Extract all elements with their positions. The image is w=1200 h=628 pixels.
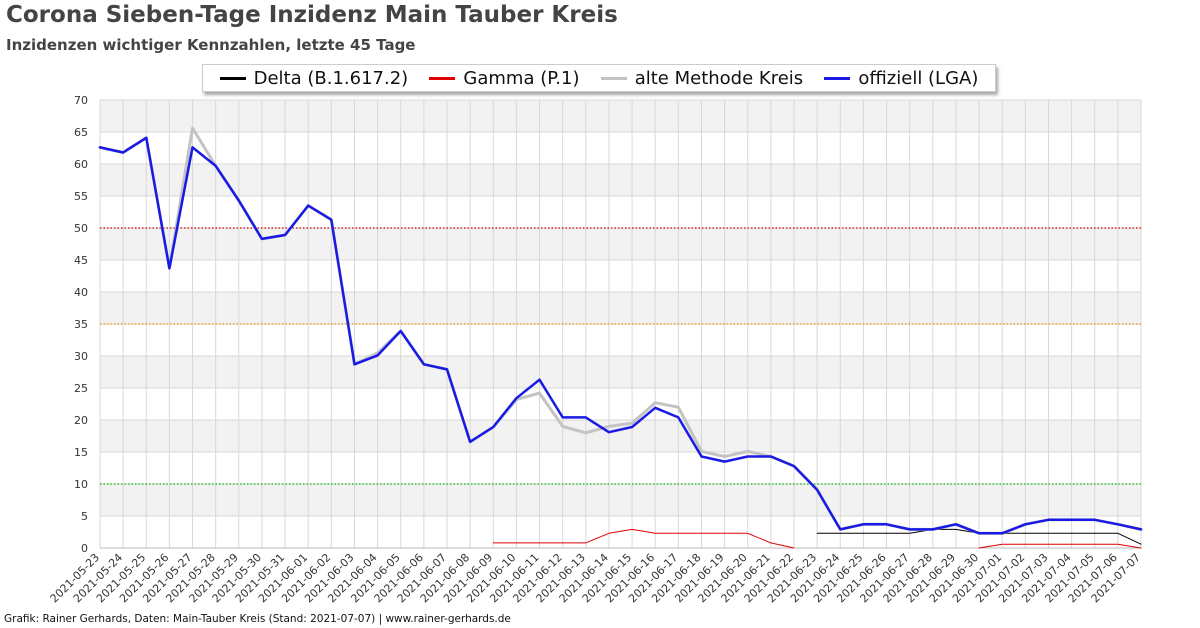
y-tick-label: 0 (81, 542, 88, 555)
legend-label: Delta (B.1.617.2) (253, 67, 409, 89)
y-tick-label: 25 (74, 382, 88, 395)
grid-band (100, 484, 1141, 516)
y-tick-label: 30 (74, 350, 88, 363)
y-tick-label: 15 (74, 446, 88, 459)
y-tick-label: 65 (74, 126, 88, 139)
legend-item: offiziell (LGA) (824, 68, 978, 89)
grid-band (100, 292, 1141, 324)
legend-swatch (219, 76, 246, 80)
chart-title: Corona Sieben-Tage Inzidenz Main Tauber … (6, 2, 618, 28)
legend-item: Gamma (P.1) (429, 68, 579, 89)
y-tick-label: 50 (74, 222, 88, 235)
y-tick-label: 45 (74, 254, 88, 267)
grid-band (100, 100, 1141, 132)
grid-band (100, 164, 1141, 196)
series-lines (98, 126, 1143, 549)
legend-label: offiziell (LGA) (858, 67, 979, 89)
x-axis: 2021-05-232021-05-242021-05-252021-05-26… (48, 551, 1143, 605)
legend-swatch (429, 76, 456, 80)
y-tick-label: 70 (74, 94, 88, 107)
y-tick-label: 40 (74, 286, 88, 299)
y-tick-label: 10 (74, 478, 88, 491)
y-tick-label: 20 (74, 414, 88, 427)
y-tick-label: 5 (81, 510, 88, 523)
legend-label: Gamma (P.1) (463, 67, 580, 89)
y-tick-label: 35 (74, 318, 88, 331)
legend-item: alte Methode Kreis (600, 67, 804, 89)
plot-grid (99, 99, 1142, 549)
series-line-gamma-p-1 (978, 543, 1142, 549)
y-tick-label: 55 (74, 190, 88, 203)
chart-subtitle: Inzidenzen wichtiger Kennzahlen, letzte … (6, 36, 416, 54)
legend-swatch (600, 76, 627, 80)
grid-band (100, 356, 1141, 388)
plot-bands (100, 100, 1141, 516)
chart-legend: Delta (B.1.617.2) Gamma (P.1) alte Methode… (202, 64, 996, 92)
footer-credit: Grafik: Rainer Gerhards, Daten: Main-Tau… (4, 613, 511, 625)
series-line-gamma-p-1 (492, 528, 795, 549)
legend-swatch (824, 76, 851, 80)
y-axis: 0 5 10 15 20 25 30 35 40 45 50 55 60 65 70 (74, 94, 88, 555)
y-tick-label: 60 (74, 158, 88, 171)
legend-item: Delta (B.1.617.2) (219, 67, 409, 89)
grid-band (100, 228, 1141, 260)
legend-label: alte Methode Kreis (634, 67, 804, 89)
series-line-offiziell-lga (98, 136, 1143, 535)
